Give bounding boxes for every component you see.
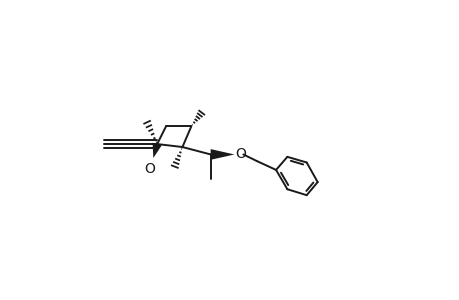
Polygon shape bbox=[210, 149, 234, 160]
Polygon shape bbox=[152, 143, 162, 158]
Text: O: O bbox=[235, 147, 246, 161]
Text: O: O bbox=[144, 162, 155, 176]
